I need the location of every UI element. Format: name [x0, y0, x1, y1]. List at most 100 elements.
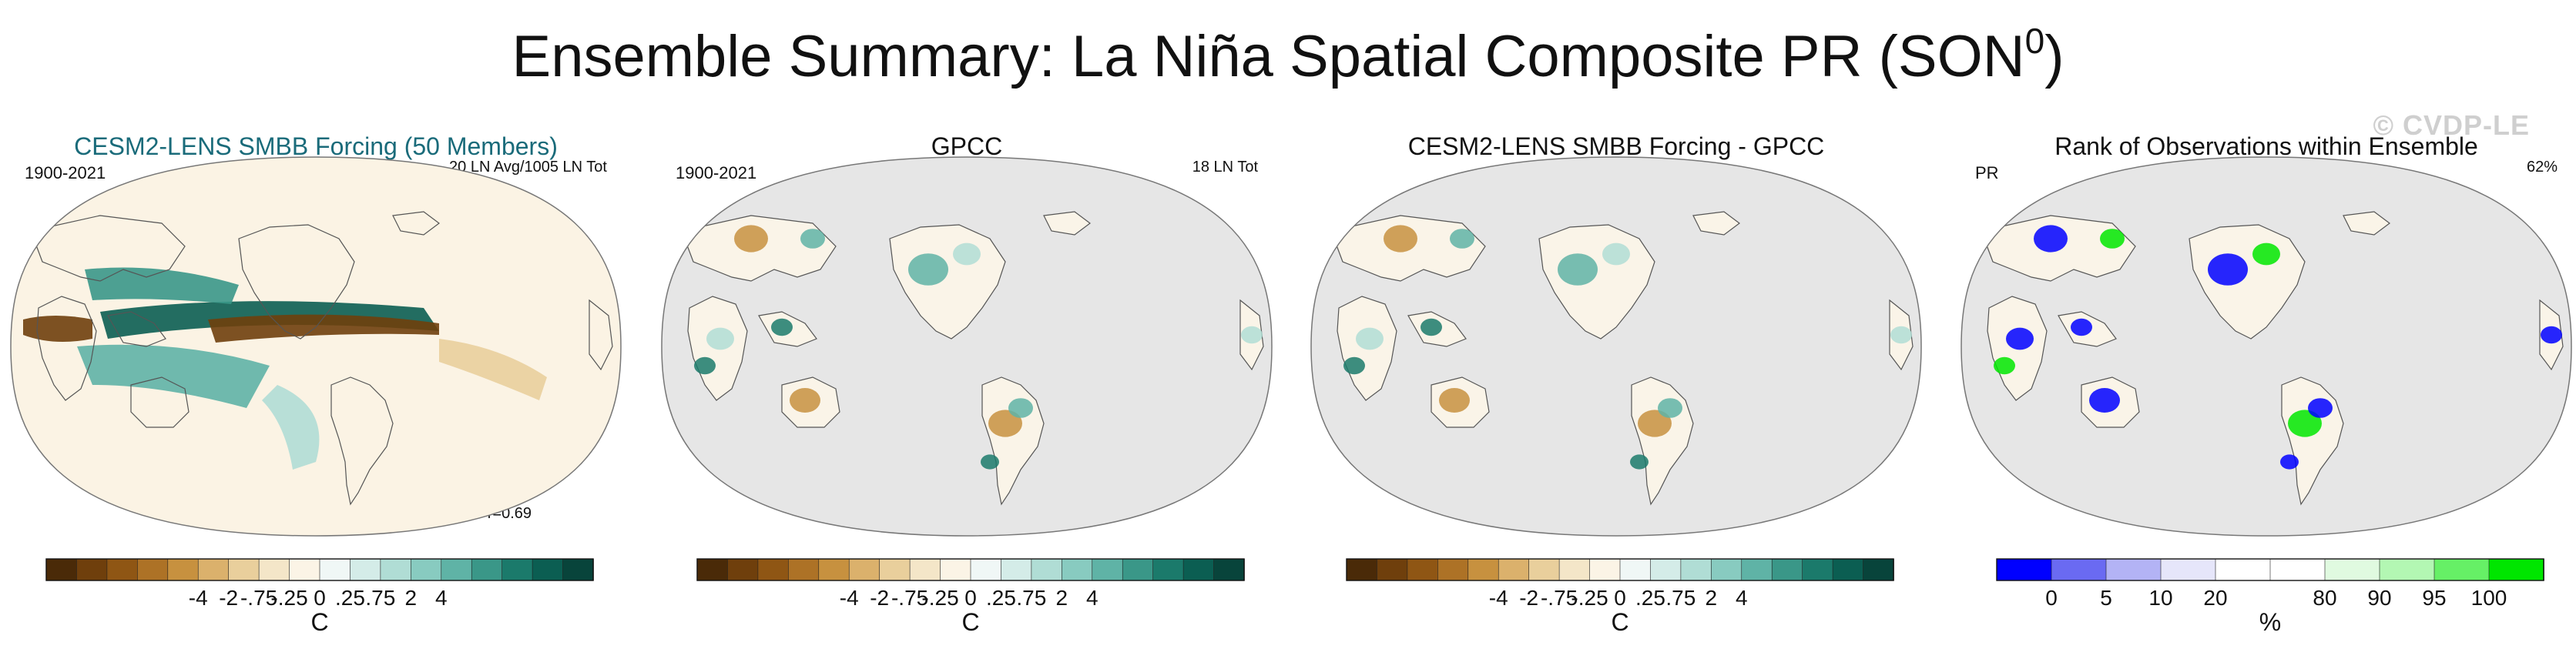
colorbar-swatch	[1467, 558, 1500, 581]
colorbar-swatch	[380, 558, 412, 581]
figure-title-close: )	[2044, 24, 2064, 89]
colorbar-label: 4	[435, 586, 448, 610]
colorbar-swatch	[350, 558, 381, 581]
colorbar-label: 20	[2203, 586, 2227, 610]
colorbar-swatch	[1996, 558, 2052, 581]
colorbar-swatch	[2324, 558, 2380, 581]
colorbar-swatch	[1498, 558, 1530, 581]
colorbar-unit: %	[2259, 608, 2282, 636]
colorbar-label: -2	[1519, 586, 1538, 610]
colorbar-unit: C	[1611, 608, 1629, 636]
colorbar-swatch	[258, 558, 290, 581]
colorbar-swatch	[818, 558, 850, 581]
colorbar-label: 0	[314, 586, 326, 610]
colorbar-label: -.75	[891, 586, 928, 610]
colorbar-label: -4	[840, 586, 859, 610]
colorbar-label: -.25	[270, 586, 307, 610]
panel-period: 1900-2021	[25, 163, 106, 182]
colorbar-swatch	[1092, 558, 1124, 581]
colorbar-label: 2	[1706, 586, 1718, 610]
panel-observations: GPCC 1900-2021 18 LN Tot -4 -2 -.75 -.25 0 .2…	[659, 123, 1275, 654]
colorbar-swatch	[1771, 558, 1803, 581]
colorbar-swatch	[696, 558, 729, 581]
colorbar-swatch	[1802, 558, 1833, 581]
colorbar-swatch	[45, 558, 78, 581]
colorbar-swatch	[411, 558, 442, 581]
colorbar-swatch	[106, 558, 139, 581]
colorbar-label: -4	[189, 586, 208, 610]
panel-count: 18 LN Tot	[1192, 159, 1258, 176]
colorbar-swatch	[532, 558, 564, 581]
colorbar-swatch	[1213, 558, 1245, 581]
colorbar-label: -.75	[1541, 586, 1578, 610]
panel-title: CESM2-LENS SMBB Forcing (50 Members)	[74, 132, 558, 160]
colorbar-swatch	[1711, 558, 1742, 581]
colorbar-swatch	[2215, 558, 2271, 581]
colorbar-swatch	[1122, 558, 1154, 581]
colorbar: -4 -2 -.75 -.25 0.25.75 2 4 C	[45, 558, 594, 636]
colorbar-label: -4	[1489, 586, 1508, 610]
colorbar-swatch	[1832, 558, 1864, 581]
figure-title-superscript: 0	[2024, 21, 2045, 61]
panel-count: 20 LN Avg/1005 LN Tot	[449, 159, 607, 176]
colorbar-label: 10	[2148, 586, 2172, 610]
colorbar-label: 2	[1056, 586, 1068, 610]
figure-title: Ensemble Summary: La Niña Spatial Compos…	[0, 22, 2576, 92]
colorbar-swatch	[441, 558, 473, 581]
colorbar-swatch	[2379, 558, 2435, 581]
colorbar-label: 4	[1086, 586, 1098, 610]
colorbar-swatch	[289, 558, 320, 581]
colorbar-swatch	[501, 558, 533, 581]
figure-title-main: Ensemble Summary: La Niña Spatial Compos…	[512, 24, 2025, 89]
colorbar-swatch	[1407, 558, 1439, 581]
colorbar-label: 0	[964, 586, 977, 610]
colorbar-swatch	[1558, 558, 1591, 581]
colorbar-swatch	[1001, 558, 1032, 581]
colorbar-swatch	[909, 558, 941, 581]
colorbar-swatch	[2105, 558, 2162, 581]
colorbar: 0 5 10 20 80 90 95 100 %	[1996, 558, 2544, 636]
colorbar-swatch	[471, 558, 503, 581]
colorbar-swatches: -4 -2 -.75-.25 0.25.75 2 4	[1346, 558, 1894, 610]
colorbar-swatch	[167, 558, 200, 581]
colorbar-label: 95	[2422, 586, 2446, 610]
colorbar-swatch	[757, 558, 790, 581]
map-model-composite	[10, 156, 622, 537]
colorbar-unit: C	[961, 608, 980, 636]
colorbar: -4 -2 -.75 -.25 0.25.75 2 4 C	[696, 558, 1245, 636]
colorbar-swatch	[1437, 558, 1469, 581]
colorbar-label: -2	[219, 586, 238, 610]
colorbar-swatch	[2433, 558, 2490, 581]
colorbar-label: 5	[2100, 586, 2112, 610]
colorbar-swatch	[2160, 558, 2216, 581]
map-rank	[1961, 156, 2572, 537]
colorbar-swatch	[2488, 558, 2544, 581]
colorbar-label: .25	[986, 586, 1016, 610]
panel-title: Rank of Observations within Ensemble	[2054, 132, 2478, 160]
colorbar-swatch	[1062, 558, 1093, 581]
colorbar-label: 90	[2367, 586, 2391, 610]
colorbar-swatches: -4 -2 -.75-.25 0.25.75 2 4	[45, 558, 594, 610]
colorbar-swatch	[2051, 558, 2107, 581]
colorbar-label: -2	[870, 586, 889, 610]
panel-percent: 62%	[2526, 159, 2558, 176]
panel-period: 1900-2021	[676, 163, 757, 182]
map-observed-composite	[661, 156, 1273, 537]
colorbar-label: 80	[2313, 586, 2336, 610]
colorbar-swatch	[1741, 558, 1773, 581]
colorbar-swatch	[879, 558, 911, 581]
colorbar-swatch	[970, 558, 1002, 581]
colorbar-label: .75	[1665, 586, 1696, 610]
colorbar-label: .25	[1635, 586, 1665, 610]
colorbar-label: 2	[405, 586, 418, 610]
colorbar: -4 -2 -.75 -.25 0.25.75 2 4 C	[1346, 558, 1894, 636]
colorbar-swatch	[1377, 558, 1408, 581]
colorbar-label: 0	[2045, 586, 2058, 610]
colorbar-swatches: -4 -2 -.75-.25 0.25.75 2 4	[696, 558, 1245, 610]
colorbar-swatch	[2269, 558, 2326, 581]
map-difference	[1310, 156, 1922, 537]
watermark: © CVDP-LE	[2373, 109, 2530, 141]
colorbar-label: 0	[1614, 586, 1626, 610]
colorbar-swatch	[1589, 558, 1621, 581]
colorbar-swatch	[228, 558, 260, 581]
